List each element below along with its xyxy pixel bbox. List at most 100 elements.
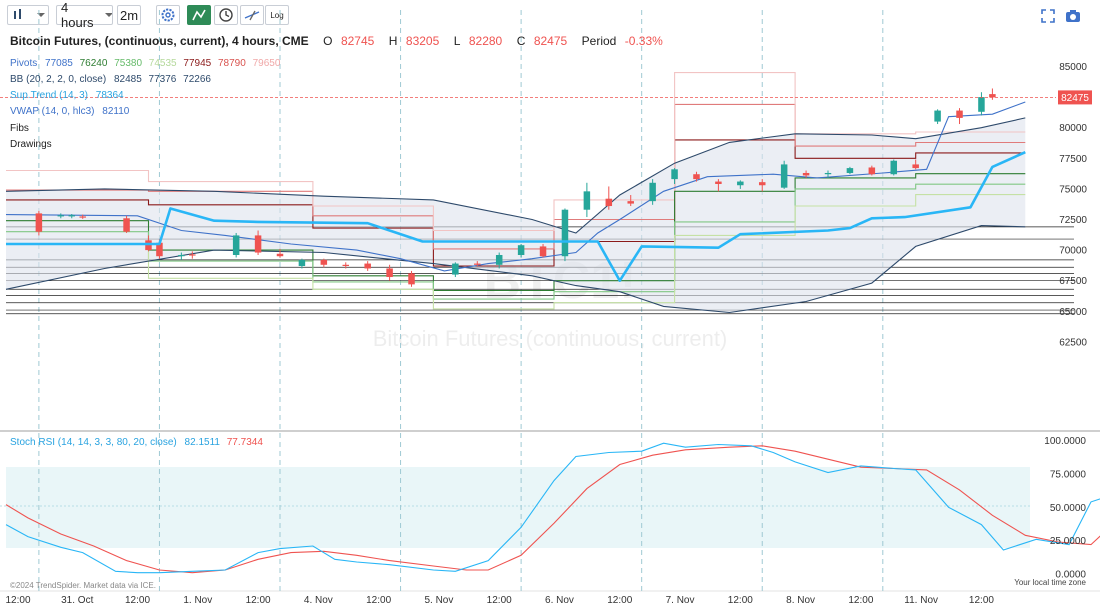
candle-down [715, 181, 722, 185]
legend-bb[interactable]: BB (20, 2, 2, 0, close) 82485 77376 7226… [10, 74, 211, 85]
legend-vwap[interactable]: VWAP (14, 0, hlc3) 82110 [10, 106, 130, 117]
pivot-r2-value: 78790 [218, 58, 246, 69]
open-label: O [323, 34, 332, 48]
high-label: H [389, 34, 398, 48]
legend-supertrend[interactable]: Sup.Trend (14, 3) 78364 [10, 90, 124, 101]
close-value: 82475 [534, 34, 568, 48]
price-tick-label: 85000 [1059, 62, 1087, 73]
stoch-tick-label: 100.0000 [1044, 436, 1086, 447]
stoch-axis: 100.0000 75.0000 50.0000 25.0000 0.0000 [1044, 436, 1086, 581]
auto-trendlines-button[interactable] [187, 5, 211, 25]
candle-down [627, 201, 634, 204]
time-tick-label: 12:00 [969, 595, 994, 606]
candle-down [123, 218, 130, 232]
candle-down [320, 259, 328, 265]
legend-pivots[interactable]: Pivots 77085 76240 75380 74535 77945 787… [10, 58, 281, 69]
pivot-s1-value: 76240 [80, 58, 108, 69]
bollinger-upper-line [5, 117, 1026, 234]
period-label: Period [582, 34, 617, 48]
close-label: C [517, 34, 526, 48]
pivot-pp-value: 77085 [45, 58, 73, 69]
stoch-tick-label: 50.0000 [1050, 503, 1087, 514]
low-value: 82280 [469, 34, 503, 48]
time-tick-label: 12:00 [728, 595, 753, 606]
candle-up [517, 245, 525, 255]
candle-up [934, 110, 941, 122]
refresh-rate-label: 2m [119, 7, 139, 23]
candle-down [693, 174, 700, 180]
candle-down [912, 164, 919, 169]
price-tick-label: 67500 [1059, 276, 1087, 287]
legend-pivots-label: Pivots [10, 58, 37, 69]
bb-lower-value: 72266 [183, 74, 211, 85]
stoch-d-line [5, 445, 1100, 574]
time-tick-label: 12:00 [848, 595, 873, 606]
candle-down [868, 167, 876, 175]
candle-down [386, 268, 393, 278]
price-tick-label: 70000 [1059, 246, 1087, 257]
vwap-value: 82110 [102, 106, 130, 117]
stoch-d-value: 77.7344 [227, 437, 264, 448]
time-axis: 12:00 31. Oct 12:00 1. Nov 12:00 4. Nov 12:00 5… [5, 595, 994, 606]
price-tick-label: 75000 [1059, 184, 1087, 195]
bb-upper-value: 82485 [114, 74, 142, 85]
candle-up [780, 164, 788, 188]
legend-supertrend-label: Sup.Trend (14, 3) [10, 90, 88, 101]
candle-up [583, 191, 591, 210]
low-label: L [454, 34, 461, 48]
legend-fibs[interactable]: Fibs [10, 123, 29, 134]
candle-down [539, 246, 547, 257]
candle-up [298, 259, 306, 267]
time-tick-label: 12:00 [366, 595, 391, 606]
candle-up [232, 235, 240, 255]
candle-down [35, 213, 43, 232]
log-scale-label: Log [270, 10, 284, 20]
time-tick-label: 11. Nov [904, 595, 938, 606]
candle-up [452, 263, 459, 275]
candle-down [474, 263, 481, 265]
bollinger-band-fill [6, 117, 1026, 313]
pivot-r1-line [6, 139, 1026, 267]
time-tick-label: 12:00 [5, 595, 30, 606]
interval-select[interactable]: 4 hours [56, 0, 113, 30]
price-tick-label: 62500 [1059, 337, 1087, 348]
interval-label: 4 hours [61, 0, 94, 30]
candles [35, 88, 996, 287]
clock-icon [219, 8, 233, 22]
time-tick-label: 31. Oct [61, 595, 93, 606]
price-tick-label: 65000 [1059, 307, 1087, 318]
stoch-tick-label: 75.0000 [1050, 469, 1087, 480]
stoch-tick-label: 25.0000 [1050, 536, 1087, 547]
legend-drawings[interactable]: Drawings [10, 139, 52, 150]
time-tick-label: 12:00 [607, 595, 632, 606]
time-tick-label: 12:00 [487, 595, 512, 606]
candle-up [561, 209, 569, 257]
candle-up [649, 182, 656, 202]
stoch-k-value: 82.1511 [185, 437, 221, 448]
price-tick-label: 77500 [1059, 154, 1087, 165]
last-price-tag-bg [1058, 90, 1092, 105]
legend-bb-label: BB (20, 2, 2, 0, close) [10, 74, 106, 85]
candle-down [802, 172, 810, 176]
trendline-icon [192, 9, 206, 21]
high-value: 83205 [406, 34, 440, 48]
candle-up [846, 168, 854, 173]
settings-button[interactable] [156, 5, 180, 25]
fullscreen-icon[interactable] [1041, 9, 1055, 23]
chevron-down-icon [105, 13, 112, 17]
camera-icon[interactable] [1065, 9, 1081, 23]
legend-stoch-rsi[interactable]: Stoch RSI (14, 14, 3, 3, 80, 20, close) … [10, 437, 263, 448]
drawing-tools-button[interactable] [240, 5, 264, 25]
time-button[interactable] [214, 5, 238, 25]
log-scale-button[interactable]: Log [265, 5, 289, 25]
candle-up [68, 215, 76, 217]
period-value: -0.33% [625, 34, 663, 48]
pivot-lines [6, 72, 1026, 310]
candle-down [408, 273, 415, 285]
candle-down [605, 198, 613, 207]
price-tick-label: 72500 [1059, 215, 1087, 226]
bollinger-lower-line [5, 225, 1026, 314]
refresh-rate-button[interactable]: 2m [117, 5, 141, 25]
candle-down [758, 182, 766, 186]
